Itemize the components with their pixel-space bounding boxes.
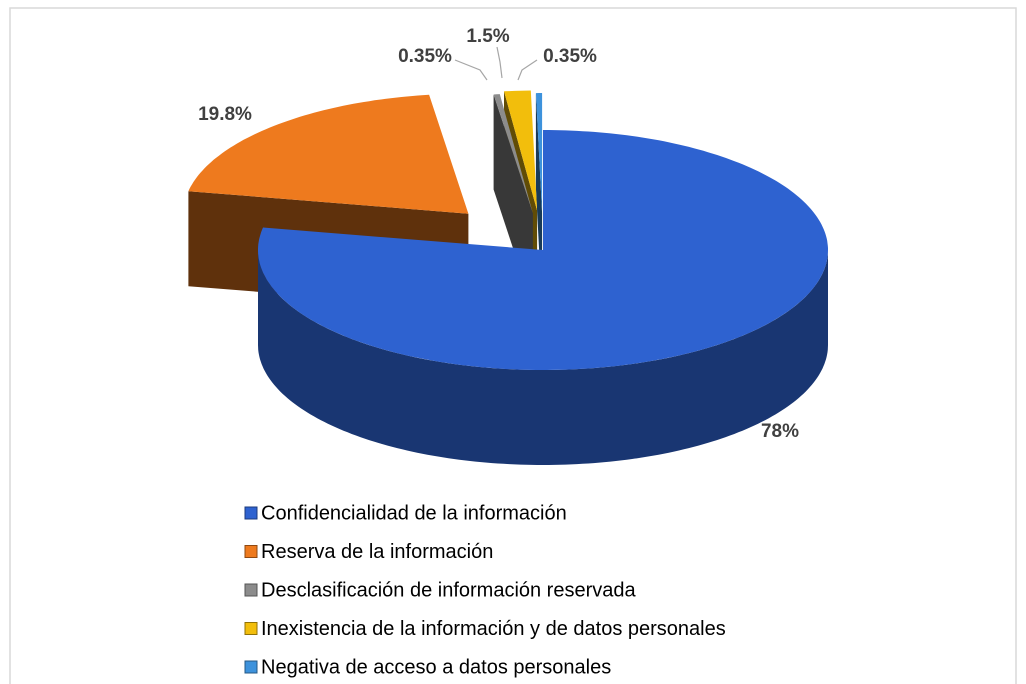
data-label: 78%	[761, 421, 799, 442]
legend-label: Negativa de acceso a datos personales	[261, 656, 611, 678]
leader-line	[496, 46, 503, 79]
slice	[188, 94, 469, 214]
leader-line	[454, 59, 488, 81]
data-label: 0.35%	[398, 46, 452, 67]
slice	[535, 93, 543, 213]
data-label: 19.8%	[198, 104, 252, 125]
slice	[258, 130, 828, 370]
leader-line	[517, 59, 538, 81]
legend-swatch	[244, 583, 258, 597]
legend-label: Desclasificación de información reservad…	[261, 579, 636, 601]
legend-swatch	[244, 506, 258, 520]
data-label: 1.5%	[466, 26, 509, 47]
legend-label: Confidencialidad de la información	[261, 502, 567, 524]
legend-swatch	[244, 660, 258, 674]
legend-swatch	[244, 622, 258, 635]
legend-label: Inexistencia de la información y de dato…	[261, 618, 726, 640]
legend-label: Reserva de la información	[261, 541, 493, 563]
legend-swatch	[244, 545, 258, 558]
slice	[504, 90, 538, 211]
slice	[493, 94, 533, 214]
data-label: 0.35%	[543, 46, 597, 67]
slice-wall	[258, 250, 828, 465]
